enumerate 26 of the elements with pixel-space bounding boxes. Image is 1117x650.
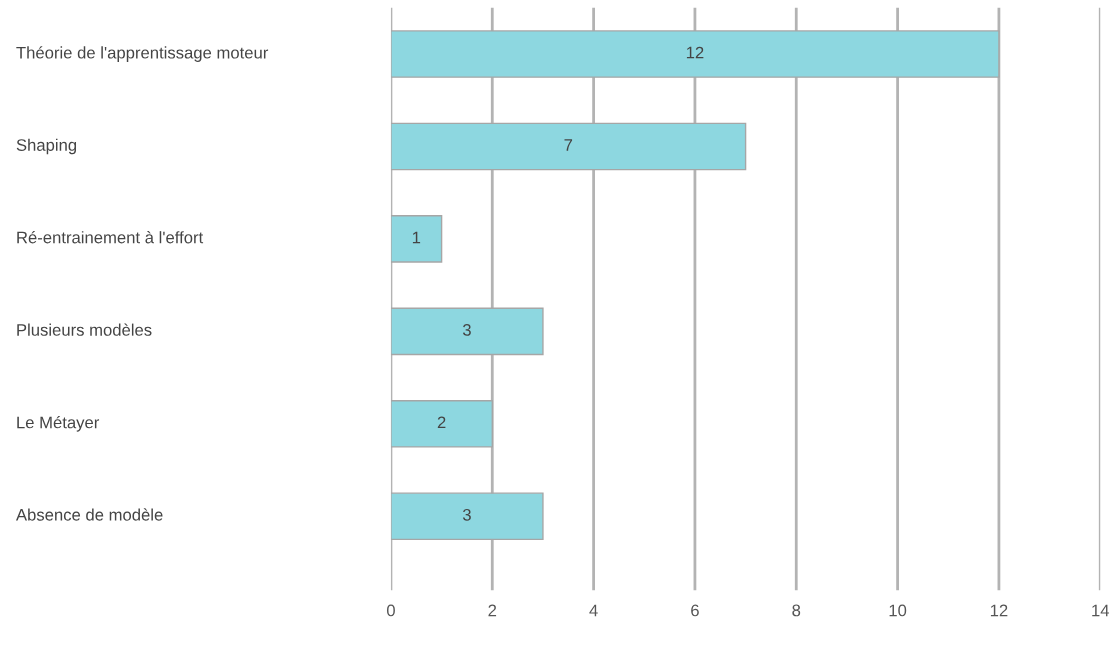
y-tick-label: Le Métayer [17,415,100,432]
x-tick-label: 2 [488,604,497,617]
bar [390,307,544,356]
x-tick-label: 10 [889,604,907,617]
data-label: 3 [462,508,471,521]
x-tick-label: 4 [589,604,598,617]
y-tick-label: Shaping [16,138,77,155]
data-label: 2 [437,416,446,429]
x-tick-label: 12 [990,604,1008,617]
data-label: 7 [564,139,573,151]
bar [390,215,443,263]
data-label: 12 [686,46,704,59]
y-tick-label: Théorie de l'apprentissage moteur [16,46,269,62]
x-tick-label: 14 [1092,604,1110,617]
bar [390,122,747,171]
x-tick-label: 0 [386,604,395,617]
bar [390,399,493,448]
y-tick-label: Ré-entrainement à l'effort [17,230,204,244]
data-label: 1 [412,231,421,244]
y-tick-label: Plusieurs modèles [17,323,152,336]
data-label: 3 [462,324,471,336]
bar [390,492,544,541]
bar [390,30,1000,78]
y-tick-label: Absence de modèle [15,508,163,521]
x-tick-label: 8 [792,604,801,617]
x-tick-label: 6 [691,604,699,617]
